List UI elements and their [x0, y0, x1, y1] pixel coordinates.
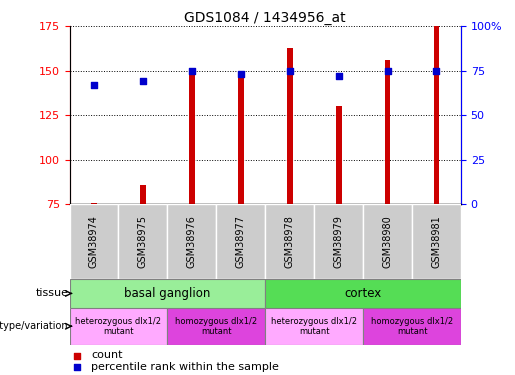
Point	[139, 78, 147, 84]
Text: genotype/variation: genotype/variation	[0, 321, 68, 331]
Text: cortex: cortex	[345, 287, 382, 300]
Bar	[70, 308, 167, 345]
Point	[432, 68, 440, 74]
Bar	[363, 308, 461, 345]
Text: homozygous dlx1/2
mutant: homozygous dlx1/2 mutant	[371, 316, 453, 336]
Bar	[287, 48, 293, 204]
Text: percentile rank within the sample: percentile rank within the sample	[91, 362, 279, 372]
Bar	[265, 204, 314, 279]
Text: GSM38980: GSM38980	[383, 216, 392, 268]
Text: GSM38979: GSM38979	[334, 215, 344, 268]
Text: heterozygous dlx1/2
mutant: heterozygous dlx1/2 mutant	[76, 316, 161, 336]
Text: GSM38974: GSM38974	[89, 215, 99, 268]
Bar	[70, 204, 118, 279]
Text: GSM38977: GSM38977	[236, 215, 246, 268]
Title: GDS1084 / 1434956_at: GDS1084 / 1434956_at	[184, 11, 346, 25]
Text: tissue: tissue	[36, 288, 68, 298]
Text: homozygous dlx1/2
mutant: homozygous dlx1/2 mutant	[175, 316, 258, 336]
Bar	[167, 204, 216, 279]
Point	[73, 352, 81, 358]
Text: heterozygous dlx1/2
mutant: heterozygous dlx1/2 mutant	[271, 316, 357, 336]
Text: basal ganglion: basal ganglion	[124, 287, 211, 300]
Point	[187, 68, 196, 74]
Point	[335, 73, 343, 79]
Bar	[167, 308, 265, 345]
Text: GSM38978: GSM38978	[285, 215, 295, 268]
Text: GSM38981: GSM38981	[432, 216, 441, 268]
Text: GSM38976: GSM38976	[187, 215, 197, 268]
Bar	[336, 106, 341, 204]
Bar	[385, 60, 390, 204]
Text: GSM38975: GSM38975	[138, 215, 148, 268]
Bar	[118, 204, 167, 279]
Bar	[434, 26, 439, 204]
Bar	[140, 185, 146, 204]
Bar	[265, 279, 461, 308]
Bar	[314, 204, 363, 279]
Bar	[265, 308, 363, 345]
Point	[285, 68, 294, 74]
Point	[383, 68, 391, 74]
Bar	[412, 204, 461, 279]
Bar	[363, 204, 412, 279]
Bar	[216, 204, 265, 279]
Text: count: count	[91, 351, 123, 360]
Point	[90, 82, 98, 88]
Point	[73, 364, 81, 370]
Bar	[238, 76, 244, 204]
Bar	[70, 279, 265, 308]
Point	[236, 71, 245, 77]
Bar	[189, 71, 195, 204]
